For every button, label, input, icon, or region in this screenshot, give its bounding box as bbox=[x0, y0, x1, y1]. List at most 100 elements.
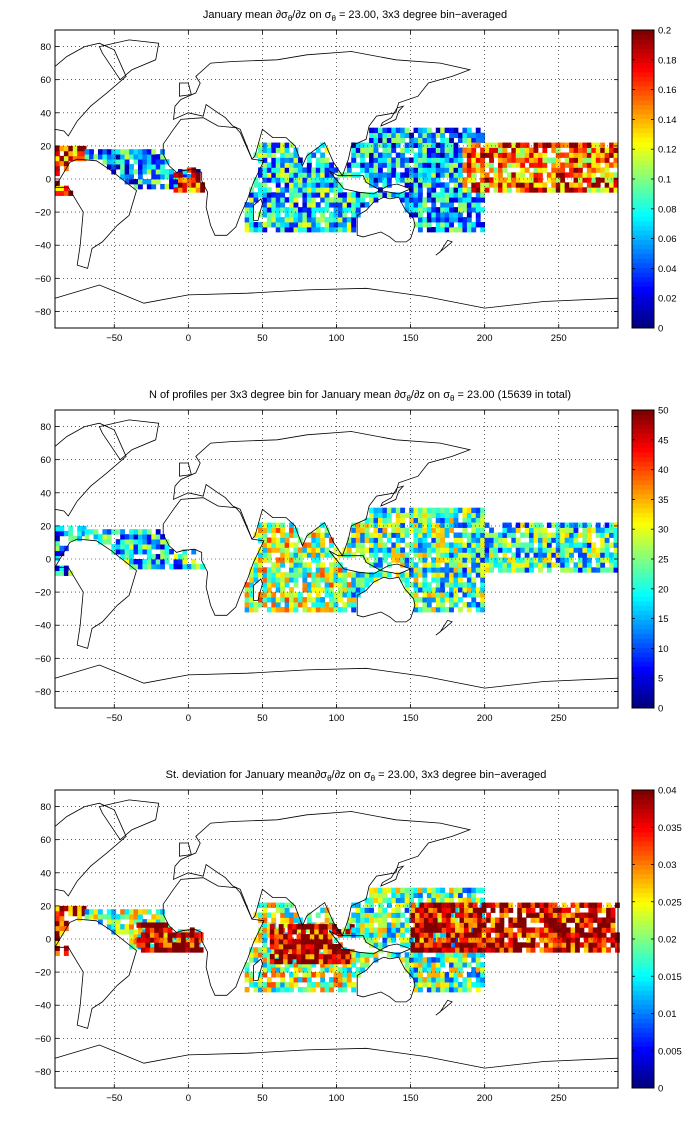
colorbar-segment bbox=[632, 952, 654, 959]
bin-cell-central-pacific-band bbox=[529, 547, 534, 553]
bin-cell-gulf-of-guinea bbox=[149, 922, 155, 928]
colorbar-segment bbox=[632, 790, 654, 796]
bin-cell-west-pacific bbox=[391, 132, 397, 139]
bin-cell-west-pacific bbox=[417, 147, 423, 153]
bin-cell-west-pacific bbox=[360, 167, 366, 173]
bin-cell-indian-ocean bbox=[271, 572, 277, 578]
bin-cell-west-pacific bbox=[444, 952, 450, 958]
bin-cell-central-pacific-band bbox=[555, 177, 561, 183]
bin-cell-central-pacific-band bbox=[609, 172, 614, 178]
bin-cell-west-pacific bbox=[400, 957, 406, 963]
bin-cell-indian-core bbox=[318, 929, 324, 935]
bin-cell-west-pacific bbox=[364, 147, 370, 153]
bin-cell-central-pacific-band bbox=[471, 557, 477, 563]
bin-cell-indian-ocean bbox=[262, 197, 268, 203]
bin-cell-indian-ocean bbox=[266, 572, 272, 578]
bin-cell-central-pacific-band bbox=[569, 542, 574, 548]
bin-cell-central-pacific-band bbox=[526, 927, 531, 933]
bin-cell-central-pacific-band bbox=[555, 182, 561, 188]
bin-cell-central-pacific-band bbox=[497, 567, 503, 573]
bin-cell-west-pacific bbox=[449, 222, 454, 228]
bin-cell-central-pacific-band bbox=[511, 142, 517, 148]
coastline-japan bbox=[380, 865, 405, 887]
bin-cell-central-pacific-band bbox=[551, 532, 557, 538]
bin-cell-indian-ocean bbox=[315, 187, 321, 193]
bin-cell-west-pacific bbox=[417, 197, 423, 203]
bin-cell-west-pacific bbox=[457, 167, 463, 173]
bin-cell-west-pacific bbox=[382, 927, 388, 933]
bin-cell-west-pacific bbox=[440, 522, 446, 528]
bin-cell-indian-ocean bbox=[324, 177, 330, 183]
bin-cell-west-pacific bbox=[475, 972, 481, 978]
bin-cell-west-pacific bbox=[435, 567, 441, 573]
bin-cell-west-pacific bbox=[449, 607, 454, 613]
bin-cell-indian-ocean bbox=[275, 527, 281, 533]
bin-cell-indian-ocean bbox=[329, 217, 334, 223]
bin-cell-east-pacific bbox=[55, 565, 60, 571]
bin-cell-tropical-atlantic bbox=[142, 539, 148, 545]
colorbar-segment bbox=[632, 489, 654, 495]
bin-cell-indian-ocean bbox=[311, 187, 317, 193]
bin-cell-tropical-atlantic bbox=[191, 563, 197, 570]
bin-cell-west-pacific bbox=[453, 572, 459, 578]
bin-cell-indian-ocean bbox=[284, 552, 290, 558]
bin-cell-west-pacific bbox=[386, 152, 392, 158]
bin-cell-indian-ocean bbox=[337, 217, 343, 223]
bin-cell-tropical-atlantic bbox=[137, 563, 143, 570]
bin-cell-central-pacific-band bbox=[569, 142, 574, 148]
bin-cell-tropical-atlantic bbox=[129, 929, 134, 935]
bin-cell-central-pacific-band bbox=[609, 142, 614, 148]
bin-cell-west-pacific bbox=[391, 887, 397, 894]
bin-cell-west-pacific bbox=[355, 952, 361, 958]
bin-cell-central-pacific-band bbox=[432, 922, 438, 928]
bin-cell-west-pacific bbox=[351, 587, 357, 593]
bin-cell-indian-ocean bbox=[275, 582, 281, 588]
bin-cell-west-pacific bbox=[413, 972, 419, 978]
bin-cell-indian-ocean bbox=[275, 982, 281, 988]
bin-cell-central-pacific-band bbox=[428, 917, 434, 923]
bin-cell-west-pacific bbox=[386, 177, 392, 183]
bin-cell-central-pacific-band bbox=[520, 522, 526, 528]
bin-cell-tropical-atlantic bbox=[133, 943, 139, 950]
bin-cell-indian-ocean bbox=[284, 982, 290, 988]
bin-cell-central-pacific-band bbox=[537, 172, 543, 178]
bin-cell-west-pacific bbox=[360, 157, 366, 163]
bin-cell-tropical-atlantic bbox=[133, 544, 139, 550]
bin-cell-west-pacific bbox=[440, 507, 446, 514]
bin-cell-indian-ocean bbox=[315, 972, 321, 978]
bin-cell-west-pacific bbox=[360, 582, 366, 588]
bin-cell-west-pacific bbox=[373, 147, 379, 153]
bin-cell-west-pacific bbox=[360, 927, 366, 933]
bin-cell-indian-core bbox=[340, 953, 346, 960]
bin-cell-indian-ocean bbox=[280, 592, 286, 598]
bin-cell-west-pacific bbox=[409, 507, 414, 514]
bin-cell-central-pacific-band bbox=[499, 927, 505, 933]
bin-cell-indian-core bbox=[323, 953, 329, 960]
bin-cell-indian-ocean bbox=[262, 587, 268, 593]
bin-cell-central-pacific-band bbox=[604, 167, 610, 173]
bin-cell-west-pacific bbox=[355, 582, 361, 588]
bin-cell-west-pacific bbox=[449, 957, 454, 963]
bin-cell-west-pacific bbox=[377, 522, 383, 528]
bin-cell-west-pacific bbox=[369, 157, 374, 163]
bin-cell-central-pacific-band bbox=[419, 927, 425, 933]
bin-cell-indian-ocean bbox=[289, 902, 294, 908]
bin-cell-west-pacific bbox=[404, 582, 410, 588]
bin-cell-west-pacific bbox=[364, 517, 370, 523]
colorbar-segment bbox=[632, 81, 654, 87]
bin-cell-west-pacific bbox=[360, 192, 366, 198]
bin-cell-tropical-atlantic bbox=[160, 149, 166, 155]
bin-cell-central-pacific-band bbox=[493, 547, 499, 553]
bin-cell-central-pacific-band bbox=[502, 522, 508, 528]
bin-cell-indian-ocean bbox=[262, 182, 268, 188]
bin-cell-west-pacific bbox=[480, 602, 486, 608]
bin-cell-central-pacific-band bbox=[475, 532, 481, 538]
bin-cell-central-pacific-band bbox=[524, 157, 530, 163]
bin-cell-west-pacific bbox=[453, 212, 459, 218]
bin-cell-west-pacific bbox=[355, 927, 361, 933]
bin-cell-indian-ocean bbox=[324, 532, 330, 538]
bin-cell-central-pacific-band bbox=[511, 177, 517, 183]
bin-cell-indian-ocean bbox=[284, 172, 290, 178]
colorbar-segment bbox=[632, 647, 654, 653]
bin-cell-tropical-atlantic bbox=[155, 559, 161, 565]
